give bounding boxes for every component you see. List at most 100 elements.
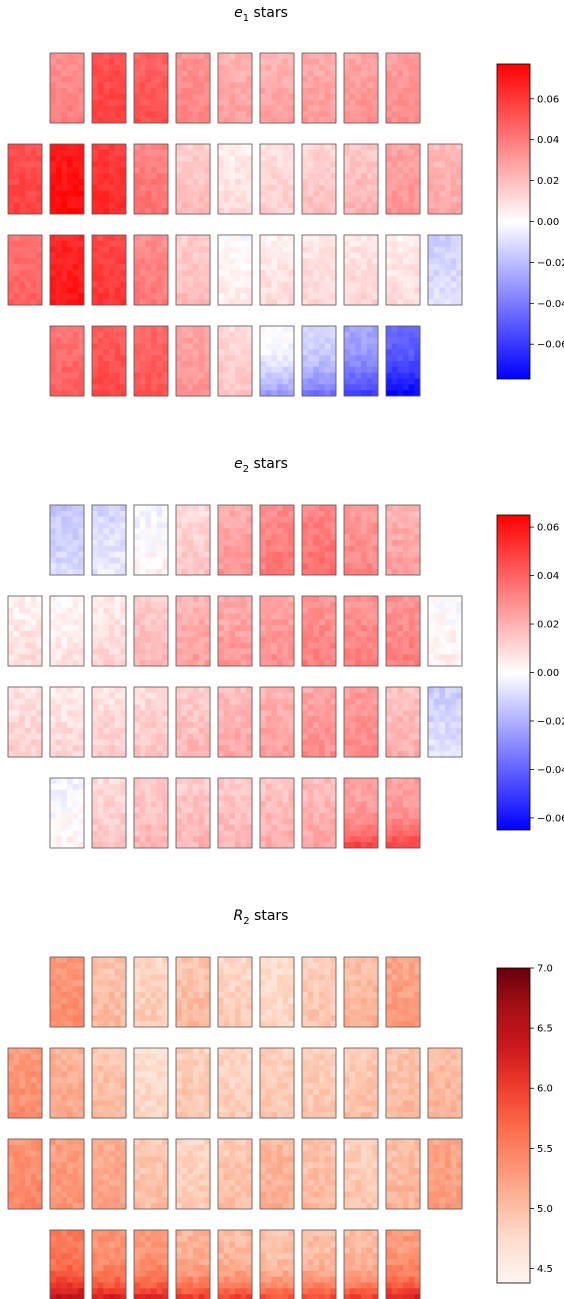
- chip-pixel: [50, 727, 56, 734]
- chip-pixel: [114, 53, 121, 60]
- chip-pixel: [330, 698, 337, 705]
- chip-pixel: [391, 355, 398, 362]
- chip-pixel: [319, 557, 325, 564]
- chip-pixel: [156, 53, 163, 60]
- chip-pixel: [72, 179, 79, 186]
- chip-pixel: [134, 355, 140, 362]
- chip-pixel: [103, 569, 110, 576]
- chip-pixel: [229, 384, 236, 391]
- chip-pixel: [386, 557, 392, 564]
- chip-pixel: [55, 70, 62, 77]
- chip-pixel: [193, 53, 199, 60]
- chip-pixel: [109, 337, 115, 344]
- chip-pixel: [19, 264, 26, 271]
- chip-pixel: [246, 366, 253, 373]
- chip-pixel: [103, 372, 110, 379]
- chip-pixel: [319, 179, 325, 186]
- chip-pixel: [282, 384, 289, 391]
- chip-pixel: [204, 88, 211, 95]
- chip-pixel: [55, 596, 62, 603]
- chip-pixel: [235, 516, 241, 523]
- chip-pixel: [361, 384, 367, 391]
- chip-pixel: [361, 246, 367, 253]
- chip-pixel: [229, 264, 236, 271]
- chip-pixel: [408, 619, 415, 626]
- chip-pixel: [25, 710, 31, 717]
- chip-pixel: [55, 337, 62, 344]
- chip-pixel: [204, 105, 211, 112]
- chip-pixel: [92, 654, 98, 661]
- chip-pixel: [330, 93, 337, 100]
- chip-pixel: [445, 258, 451, 265]
- chip-pixel: [193, 281, 199, 288]
- chip-pixel: [229, 569, 236, 576]
- chip-pixel: [50, 516, 56, 523]
- chip-pixel: [109, 281, 115, 288]
- chip-pixel: [218, 337, 224, 344]
- chip-pixel: [120, 510, 127, 517]
- chip-pixel: [445, 240, 451, 247]
- chip-pixel: [260, 551, 266, 558]
- chip-pixel: [78, 337, 85, 344]
- chip-pixel: [61, 161, 68, 168]
- chip-pixel: [181, 161, 188, 168]
- chip-pixel: [366, 596, 373, 603]
- chip-pixel: [72, 93, 79, 100]
- chip-pixel: [235, 631, 241, 638]
- chip-pixel: [139, 745, 146, 752]
- chip-pixel: [223, 687, 230, 694]
- chip-pixel: [204, 287, 211, 294]
- chip-pixel: [277, 287, 283, 294]
- chip-pixel: [223, 155, 230, 162]
- chip-pixel: [428, 619, 434, 626]
- chip-pixel: [92, 384, 98, 391]
- chip-pixel: [193, 293, 199, 300]
- chip-pixel: [235, 287, 241, 294]
- chip-pixel: [349, 167, 356, 174]
- chip-pixel: [61, 349, 68, 356]
- chip-pixel: [120, 642, 127, 649]
- chip-pixel: [361, 173, 367, 180]
- chip-pixel: [414, 161, 421, 168]
- chip-pixel: [302, 270, 308, 277]
- chip-pixel: [229, 687, 236, 694]
- chip-pixel: [92, 299, 98, 306]
- chip-pixel: [114, 235, 121, 242]
- chip-pixel: [277, 144, 283, 151]
- chip-pixel: [193, 167, 199, 174]
- chip-pixel: [92, 161, 98, 168]
- chip-pixel: [302, 648, 308, 655]
- chip-pixel: [72, 275, 79, 282]
- chip-pixel: [151, 654, 157, 661]
- chip-pixel: [134, 361, 140, 368]
- chip-pixel: [187, 235, 194, 242]
- chip-pixel: [319, 70, 325, 77]
- chip-pixel: [176, 751, 182, 758]
- chip-pixel: [355, 510, 362, 517]
- chip-pixel: [145, 654, 152, 661]
- chip-pixel: [50, 240, 56, 247]
- chip-pixel: [13, 202, 20, 209]
- chip-pixel: [162, 173, 169, 180]
- chip-frame: [217, 52, 253, 124]
- chip-pixel: [355, 528, 362, 535]
- chip-pixel: [55, 167, 62, 174]
- chip-pixel: [204, 569, 211, 576]
- chip-pixel: [92, 601, 98, 608]
- chip-pixel: [78, 281, 85, 288]
- chip-pixel: [408, 349, 415, 356]
- chip-pixel: [246, 331, 253, 338]
- chip-pixel: [361, 326, 367, 333]
- chip-pixel: [282, 613, 289, 620]
- chip-pixel: [386, 173, 392, 180]
- chip-pixel: [265, 179, 272, 186]
- chip-frame: [49, 686, 85, 758]
- chip-pixel: [61, 64, 68, 71]
- chip-pixel: [355, 161, 362, 168]
- chip-pixel: [330, 264, 337, 271]
- chip-pixel: [120, 384, 127, 391]
- chip-pixel: [92, 378, 98, 385]
- chip-pixel: [366, 607, 373, 614]
- chip-pixel: [428, 264, 434, 271]
- chip-pixel: [433, 258, 440, 265]
